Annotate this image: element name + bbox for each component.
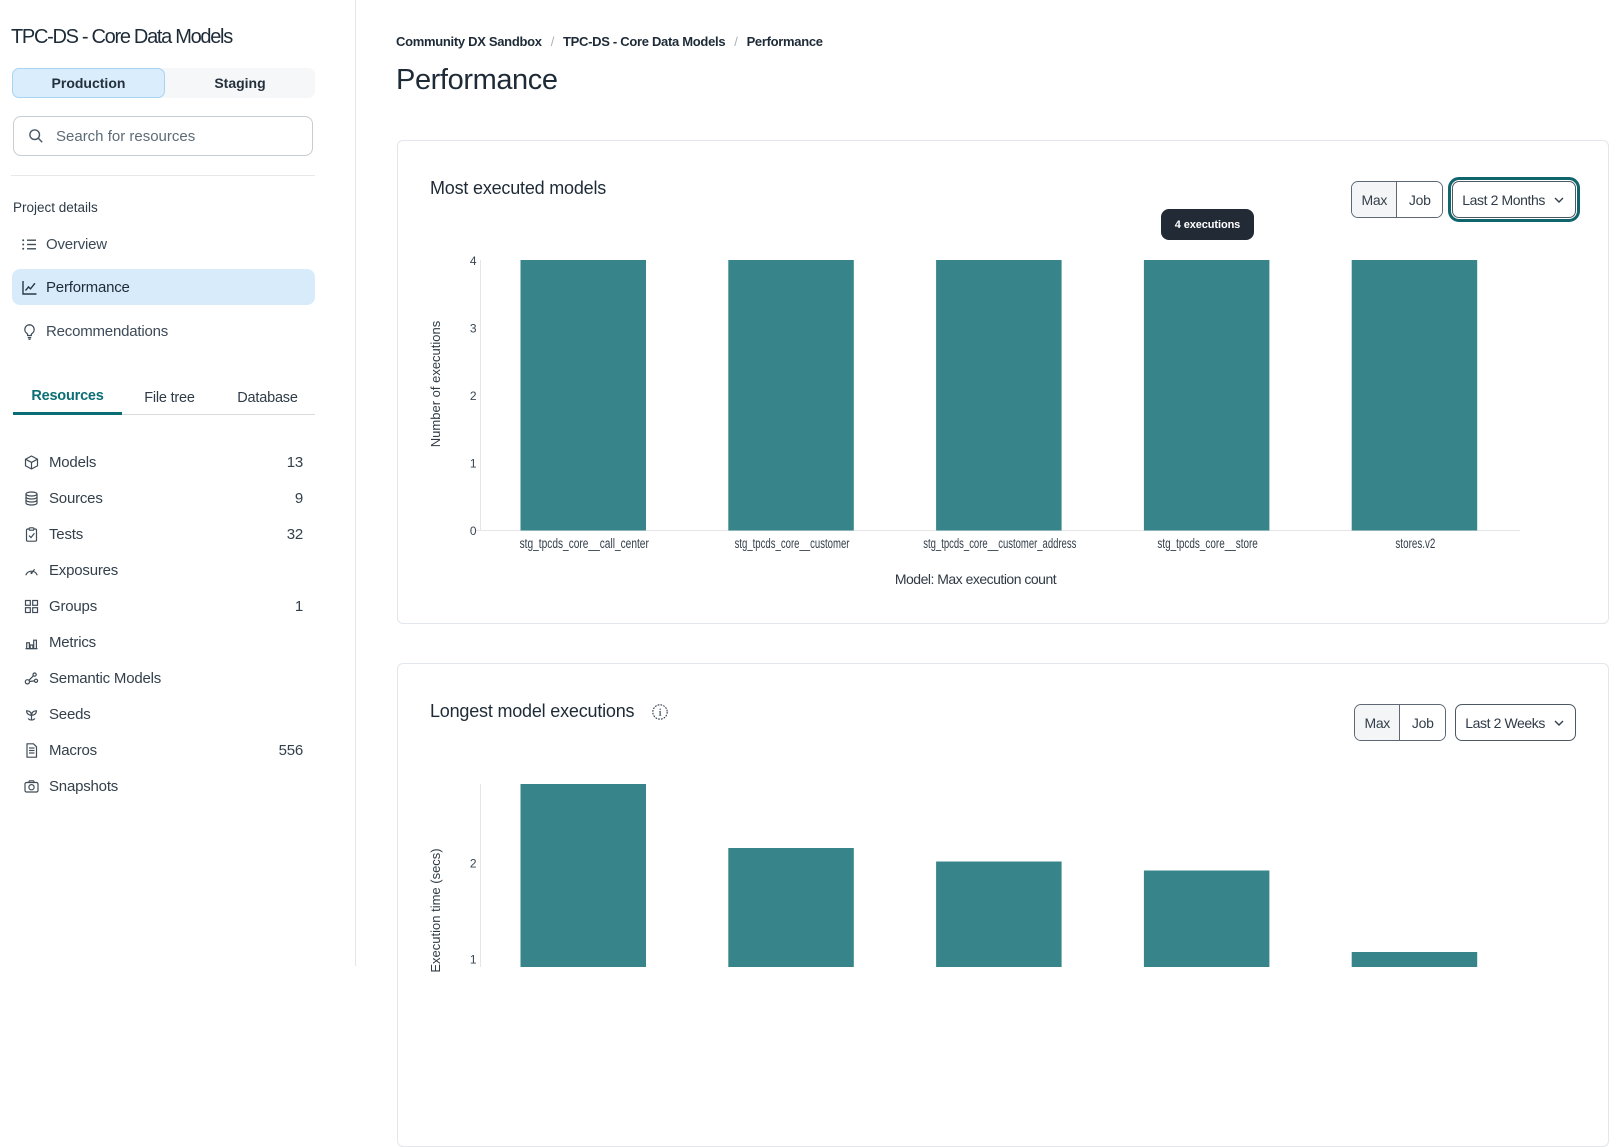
svg-text:2: 2: [470, 857, 477, 871]
svg-text:0: 0: [470, 524, 477, 538]
svg-text:2: 2: [470, 389, 477, 403]
svg-text:3: 3: [470, 321, 477, 335]
svg-text:stg_tpcds_core__customer_addre: stg_tpcds_core__customer_address: [923, 535, 1076, 551]
svg-text:stg_tpcds_core__store: stg_tpcds_core__store: [1157, 535, 1258, 551]
svg-text:stores.v2: stores.v2: [1395, 535, 1435, 551]
svg-text:stg_tpcds_core__call_center: stg_tpcds_core__call_center: [520, 535, 649, 551]
svg-text:1: 1: [470, 456, 477, 470]
svg-text:stg_tpcds_core__customer: stg_tpcds_core__customer: [735, 535, 850, 551]
svg-text:Number of executions: Number of executions: [428, 320, 443, 447]
svg-text:Model: Max execution count: Model: Max execution count: [895, 571, 1057, 587]
svg-text:4: 4: [470, 254, 477, 268]
svg-text:Execution time (secs): Execution time (secs): [428, 848, 443, 972]
svg-text:i: i: [659, 707, 662, 719]
svg-text:1: 1: [470, 953, 477, 967]
